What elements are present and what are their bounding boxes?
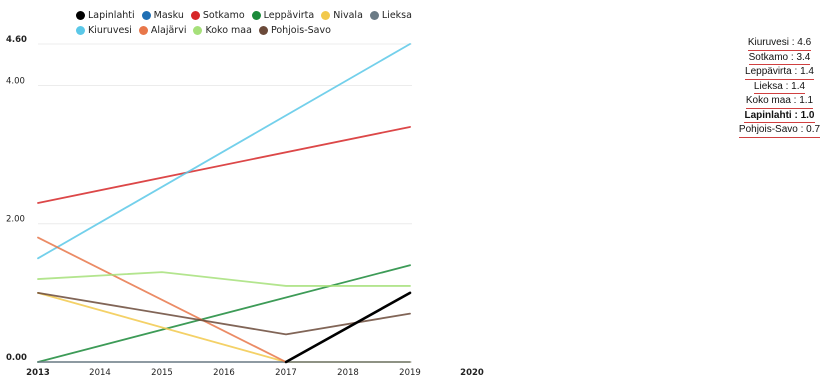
summary-value-label: Kiuruvesi : 4.6 — [747, 37, 812, 51]
summary-value-label: Lapinlahti : 1.0 — [744, 110, 815, 123]
legend-label: Alajärvi — [150, 25, 187, 36]
summary-row: Lieksa : 1.4 — [726, 80, 833, 94]
legend-swatch — [141, 11, 151, 20]
legend-label: Koko maa — [205, 25, 252, 36]
legend-swatch — [190, 11, 200, 20]
y-tick-label: 4.00 — [6, 76, 25, 86]
x-tick-label: 2019 — [399, 368, 421, 378]
legend-item[interactable]: Koko maa — [193, 23, 252, 38]
legend-item[interactable]: Sotkamo — [190, 8, 245, 23]
legend-swatch — [193, 26, 203, 35]
legend-swatch — [258, 26, 268, 35]
x-tick-label: 2016 — [213, 368, 235, 378]
series-line-pohjois-savo — [37, 291, 411, 336]
summary-value-label: Sotkamo : 3.4 — [748, 52, 811, 65]
x-tick-label: 2017 — [275, 368, 297, 378]
legend-item[interactable]: Masku — [141, 8, 184, 23]
summary-value-label: Lieksa : 1.4 — [753, 81, 806, 94]
legend-item[interactable]: Lapinlahti — [76, 8, 135, 23]
summary-row: Sotkamo : 3.4 — [726, 51, 833, 65]
series-line-lapinlahti — [284, 291, 412, 364]
series-line-sotkamo — [37, 126, 411, 204]
series-line-lepp-virta — [37, 264, 411, 363]
legend-item[interactable]: Pohjois-Savo — [258, 23, 331, 38]
legend-label: Kiuruvesi — [88, 25, 132, 36]
legend-label: Sotkamo — [202, 10, 245, 21]
legend-swatch — [76, 11, 85, 20]
summary-row: Kiuruvesi : 4.6 — [726, 36, 833, 51]
series-line-nivala — [37, 291, 411, 363]
legend-item[interactable]: Nivala — [321, 8, 363, 23]
series-line-koko-maa — [37, 271, 411, 287]
legend-swatch — [369, 11, 379, 20]
legend-swatch — [138, 26, 148, 35]
value-summary-list: Kiuruvesi : 4.6 Sotkamo : 3.4 Leppävirta :… — [726, 36, 833, 138]
x-tick-label: 2014 — [89, 368, 111, 378]
legend-label: Lieksa — [381, 10, 412, 21]
legend-label: Lapinlahti — [88, 10, 135, 21]
x-tick-label: 2020 — [460, 368, 484, 378]
y-tick-label: 0.00 — [6, 353, 27, 363]
summary-row: Pohjois-Savo : 0.7 — [726, 123, 833, 138]
legend-swatch — [76, 26, 85, 35]
legend-label: Nivala — [333, 10, 363, 21]
legend-swatch — [251, 11, 261, 20]
summary-row: Lapinlahti : 1.0 — [726, 109, 833, 123]
summary-value-label: Koko maa : 1.1 — [745, 95, 814, 109]
summary-value-label: Pohjois-Savo : 0.7 — [738, 124, 821, 138]
legend-item[interactable]: Alajärvi — [138, 23, 187, 38]
legend-label: Masku — [153, 10, 184, 21]
y-tick-label: 4.60 — [6, 35, 27, 45]
summary-row: Leppävirta : 1.4 — [726, 65, 833, 80]
summary-row: Koko maa : 1.1 — [726, 94, 833, 109]
legend-item[interactable]: Lieksa — [369, 8, 412, 23]
series-line-alaj-rvi — [37, 236, 287, 363]
x-tick-label: 2015 — [151, 368, 173, 378]
series-line-kiuruvesi — [37, 43, 411, 260]
legend-swatch — [321, 11, 331, 20]
legend-item[interactable]: Leppävirta — [251, 8, 315, 23]
legend-label: Pohjois-Savo — [270, 25, 331, 36]
legend-item[interactable]: Kiuruvesi — [76, 23, 132, 38]
legend-label: Leppävirta — [263, 10, 315, 21]
y-tick-label: 2.00 — [6, 215, 25, 225]
summary-value-label: Leppävirta : 1.4 — [745, 66, 814, 80]
x-tick-label: 2013 — [26, 368, 50, 378]
x-tick-label: 2018 — [337, 368, 359, 378]
chart-legend: Lapinlahti Masku Sotkamo Leppävirta Nivala Li… — [76, 8, 446, 38]
